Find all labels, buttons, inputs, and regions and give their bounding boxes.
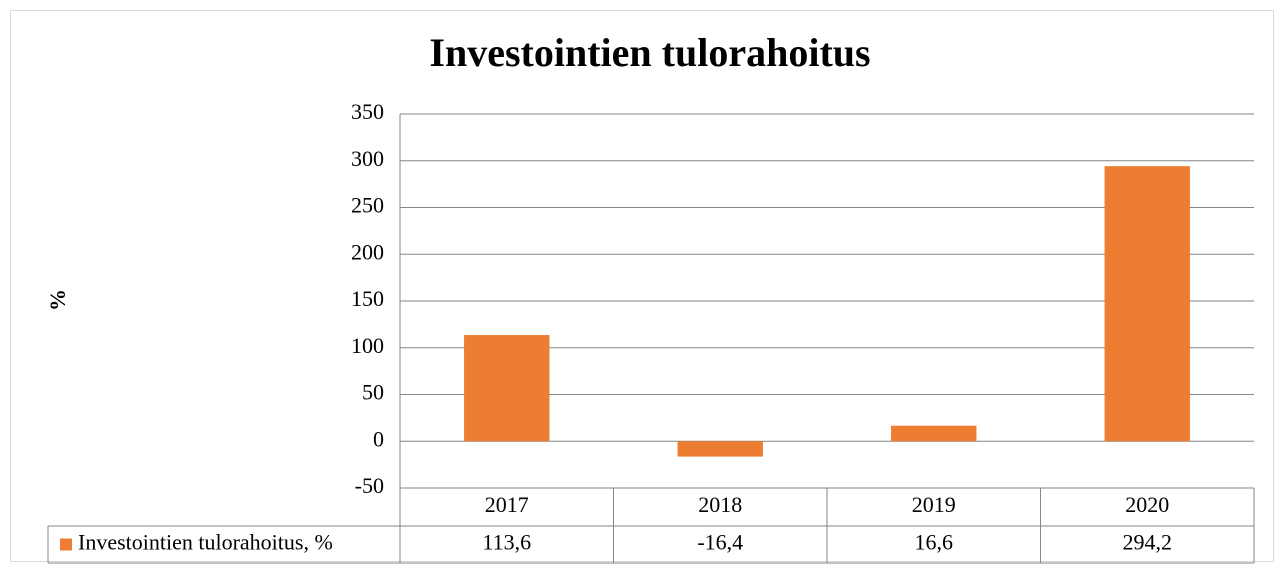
bar: [891, 425, 977, 442]
bar: [464, 335, 550, 442]
x-tick-label: 2020: [1125, 492, 1169, 517]
chart-frame: [10, 10, 1274, 562]
data-label: 294,2: [1123, 530, 1173, 555]
y-axis-label: %: [45, 289, 70, 311]
y-tick-label: 250: [351, 193, 384, 218]
y-tick-label: 150: [351, 286, 384, 311]
y-tick-label: -50: [355, 473, 384, 498]
bar: [677, 441, 763, 457]
chart-title: Investointien tulorahoitus: [429, 30, 870, 75]
bar: [1104, 166, 1190, 442]
y-tick-label: 300: [351, 146, 384, 171]
x-tick-label: 2018: [698, 492, 742, 517]
y-tick-label: 100: [351, 333, 384, 358]
x-tick-label: 2019: [912, 492, 956, 517]
y-tick-label: 350: [351, 99, 384, 124]
y-tick-label: 200: [351, 239, 384, 264]
data-label: 16,6: [915, 530, 954, 555]
legend-swatch: [60, 538, 72, 551]
data-label: 113,6: [482, 530, 531, 555]
legend-label: Investointien tulorahoitus, %: [78, 530, 333, 555]
y-tick-label: 50: [362, 380, 384, 405]
x-tick-label: 2017: [485, 492, 529, 517]
y-tick-label: 0: [373, 426, 384, 451]
data-label: -16,4: [697, 530, 743, 555]
